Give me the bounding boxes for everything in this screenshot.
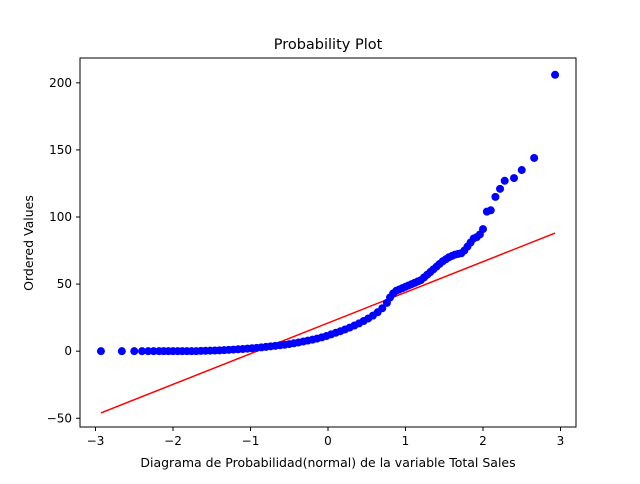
plot-frame bbox=[79, 57, 577, 428]
y-tick-label: 100 bbox=[49, 210, 72, 224]
data-point bbox=[517, 166, 526, 175]
chart-title: Probability Plot bbox=[274, 37, 383, 53]
x-tick-label: −1 bbox=[242, 434, 260, 448]
fit-line bbox=[100, 232, 556, 414]
axis-ticks-layer: −3 −2 −1 0 1 2 3 −50 0 50 100 150 200 bbox=[47, 76, 565, 448]
data-point bbox=[138, 347, 146, 356]
y-tick-label: −50 bbox=[47, 411, 72, 425]
y-tick-label: 0 bbox=[64, 344, 72, 358]
data-point bbox=[96, 347, 105, 356]
fit-line-layer bbox=[100, 232, 556, 414]
data-point bbox=[530, 153, 539, 162]
data-point bbox=[479, 225, 487, 234]
x-axis-label: Diagrama de Probabilidad(normal) de la v… bbox=[140, 455, 515, 470]
data-point bbox=[500, 176, 509, 185]
x-tick-label: −2 bbox=[164, 434, 182, 448]
x-tick-label: 3 bbox=[557, 434, 565, 448]
y-axis-label: Ordered Values bbox=[21, 195, 36, 291]
x-tick-label: −3 bbox=[87, 434, 105, 448]
data-point bbox=[378, 304, 387, 313]
data-point bbox=[117, 347, 126, 356]
y-tick-label: 150 bbox=[49, 143, 72, 157]
data-point bbox=[551, 70, 560, 79]
data-point bbox=[486, 206, 495, 215]
data-point bbox=[491, 192, 500, 201]
x-tick-label: 2 bbox=[479, 434, 487, 448]
data-points-layer bbox=[96, 70, 560, 356]
y-tick-label: 200 bbox=[49, 76, 72, 90]
data-point bbox=[130, 347, 139, 356]
x-tick-label: 1 bbox=[402, 434, 410, 448]
y-tick-label: 50 bbox=[57, 277, 72, 291]
data-point bbox=[496, 184, 505, 193]
data-point bbox=[510, 174, 518, 183]
x-tick-label: 0 bbox=[324, 434, 332, 448]
